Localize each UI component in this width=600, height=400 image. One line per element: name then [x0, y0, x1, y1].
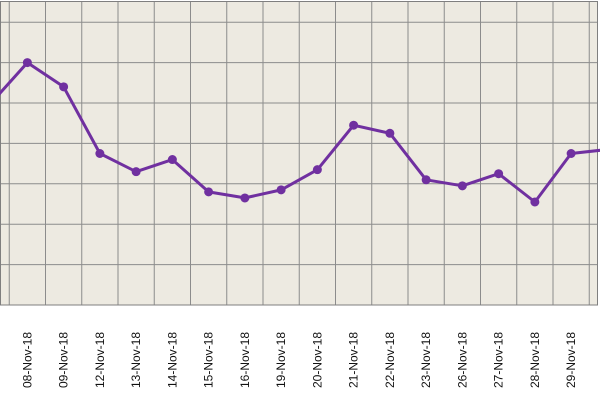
data-point	[131, 167, 141, 177]
data-point	[349, 120, 359, 130]
data-point	[204, 187, 214, 197]
data-point	[312, 165, 322, 175]
x-tick-label: 14-Nov-18	[165, 332, 179, 388]
x-tick-label: 15-Nov-18	[202, 332, 216, 388]
data-point	[494, 169, 504, 179]
data-point	[240, 193, 250, 203]
data-point	[385, 128, 395, 138]
x-tick-label: 19-Nov-18	[274, 332, 288, 388]
data-point	[457, 181, 467, 191]
x-tick-label: 13-Nov-18	[129, 332, 143, 388]
series-line	[0, 61, 600, 204]
data-point	[566, 149, 576, 158]
data-point	[22, 58, 32, 68]
x-tick-label: 21-Nov-18	[347, 332, 361, 388]
x-tick-label: 23-Nov-18	[419, 332, 433, 388]
x-tick-label: 09-Nov-18	[57, 332, 71, 388]
x-tick-label: 29-Nov-18	[564, 332, 578, 388]
plot-frame	[0, 1, 598, 306]
data-point	[276, 185, 286, 195]
x-tick-label: 26-Nov-18	[455, 332, 469, 388]
x-tick-label: 12-Nov-18	[93, 332, 107, 388]
data-point	[530, 197, 540, 207]
x-tick-label: 08-Nov-18	[20, 332, 34, 388]
x-tick-label: 16-Nov-18	[238, 332, 252, 388]
data-point	[421, 175, 431, 185]
x-tick-label: 28-Nov-18	[528, 332, 542, 388]
data-point	[95, 149, 105, 158]
x-tick-label: 20-Nov-18	[310, 332, 324, 388]
x-tick-label: 22-Nov-18	[383, 332, 397, 388]
data-point	[167, 155, 177, 165]
x-tick-label: 27-Nov-18	[492, 332, 506, 388]
data-point	[59, 82, 69, 92]
